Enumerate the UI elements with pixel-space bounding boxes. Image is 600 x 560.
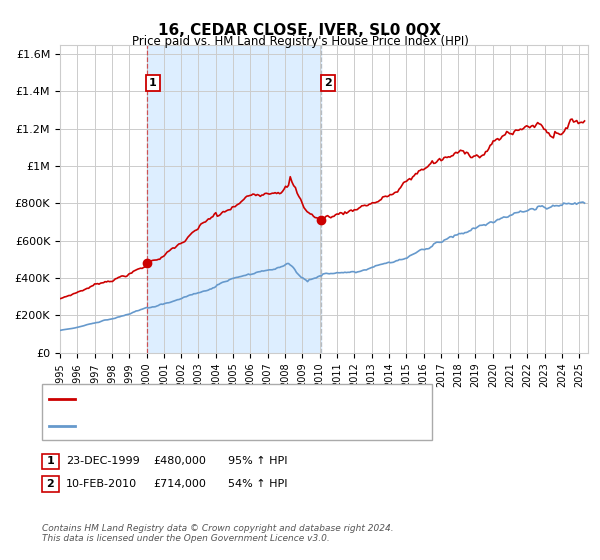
Text: Contains HM Land Registry data © Crown copyright and database right 2024.
This d: Contains HM Land Registry data © Crown c… [42,524,394,543]
Text: 10-FEB-2010: 10-FEB-2010 [66,479,137,489]
Text: 16, CEDAR CLOSE, IVER, SL0 0QX: 16, CEDAR CLOSE, IVER, SL0 0QX [158,24,442,38]
Text: 16, CEDAR CLOSE, IVER, SL0 0QX (detached house): 16, CEDAR CLOSE, IVER, SL0 0QX (detached… [79,394,349,404]
Text: £714,000: £714,000 [153,479,206,489]
Text: Price paid vs. HM Land Registry's House Price Index (HPI): Price paid vs. HM Land Registry's House … [131,35,469,49]
Text: HPI: Average price, detached house, Buckinghamshire: HPI: Average price, detached house, Buck… [79,421,362,431]
Text: £480,000: £480,000 [153,456,206,466]
Text: 1: 1 [149,78,157,88]
Text: 1: 1 [47,456,54,466]
Text: 54% ↑ HPI: 54% ↑ HPI [228,479,287,489]
Text: 23-DEC-1999: 23-DEC-1999 [66,456,140,466]
Text: 95% ↑ HPI: 95% ↑ HPI [228,456,287,466]
Text: 2: 2 [47,479,54,489]
Bar [146,45,322,353]
Text: 2: 2 [324,78,332,88]
